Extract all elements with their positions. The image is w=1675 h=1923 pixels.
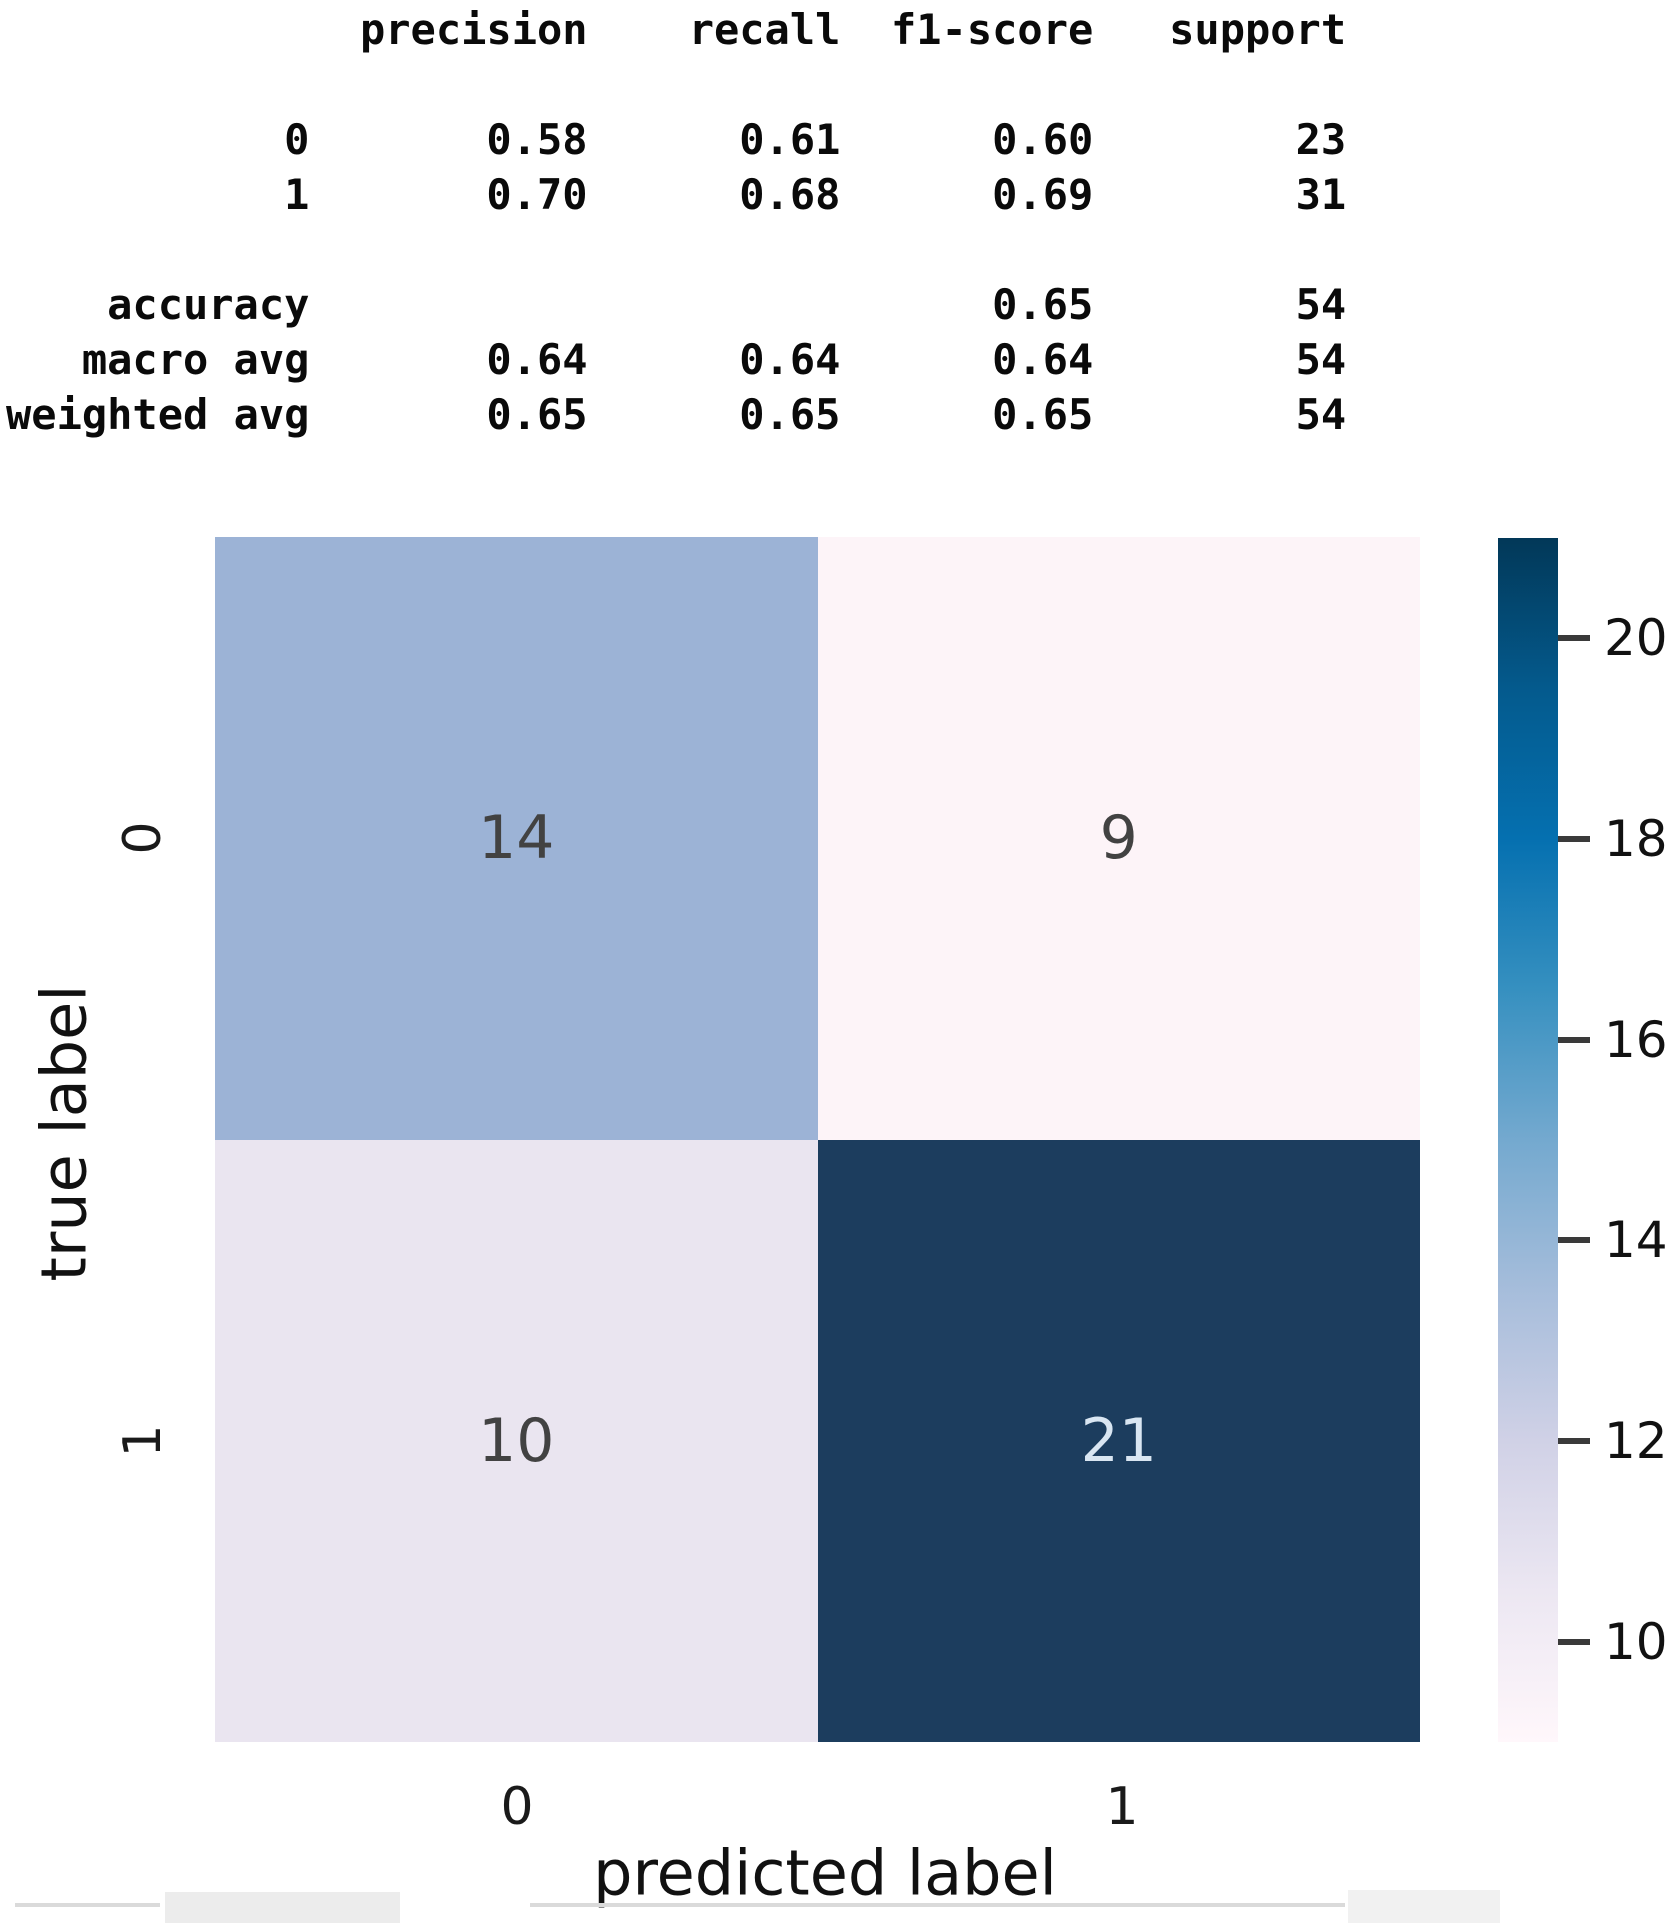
support-value: 54 [1295, 335, 1347, 384]
row-label: accuracy [107, 280, 310, 329]
bottom-edge-artifact [530, 1903, 1345, 1907]
recall-value: 0.64 [739, 335, 841, 384]
colorbar-tick-label: 10 [1604, 1613, 1668, 1671]
precision-value [309, 277, 587, 332]
colorbar-tick [1558, 1237, 1590, 1243]
report-row-class1: 1 0.70 0.68 0.69 31 [6, 167, 1346, 222]
y-axis-label: true label [27, 984, 101, 1282]
colorbar-tick-label: 18 [1604, 810, 1668, 868]
cell-value: 14 [478, 803, 555, 874]
f1-value: 0.65 [992, 390, 1094, 439]
recall-value: 0.61 [739, 115, 841, 164]
x-tick-0: 0 [500, 1777, 534, 1837]
report-col-precision: precision [359, 5, 588, 54]
f1-value: 0.69 [992, 170, 1094, 219]
row-label: 1 [284, 170, 310, 219]
f1-value: 0.64 [992, 335, 1094, 384]
row-label: 0 [284, 115, 310, 164]
y-tick-1: 1 [113, 1424, 173, 1458]
colorbar-tick-label: 20 [1604, 609, 1668, 667]
precision-value: 0.70 [486, 170, 588, 219]
report-blank-line [6, 222, 1346, 277]
colorbar [1498, 538, 1558, 1742]
bottom-edge-artifact [15, 1903, 160, 1907]
recall-value: 0.68 [739, 170, 841, 219]
report-row-accuracy: accuracy 0.65 54 [6, 277, 1346, 332]
precision-value: 0.64 [486, 335, 588, 384]
support-value: 54 [1295, 280, 1347, 329]
cell-value: 10 [478, 1405, 555, 1476]
bottom-edge-artifact [165, 1892, 400, 1923]
precision-value: 0.58 [486, 115, 588, 164]
bottom-edge-artifact [1348, 1890, 1500, 1923]
precision-value: 0.65 [486, 390, 588, 439]
support-value: 31 [1295, 170, 1347, 219]
cell-value: 21 [1080, 1405, 1157, 1476]
report-row-class0: 0 0.58 0.61 0.60 23 [6, 112, 1346, 167]
report-header-row: precision recall f1-score support [6, 2, 1346, 57]
colorbar-tick [1558, 1639, 1590, 1645]
report-header-spacer [6, 2, 309, 57]
f1-value: 0.60 [992, 115, 1094, 164]
colorbar-tick-label: 12 [1604, 1412, 1668, 1470]
report-col-recall: recall [688, 5, 841, 54]
colorbar-tick [1558, 635, 1590, 641]
report-blank-line [6, 57, 1346, 112]
heatmap-grid: 14 9 10 21 [215, 537, 1420, 1742]
colorbar-tick [1558, 836, 1590, 842]
cell-true1-pred1: 21 [817, 1139, 1420, 1742]
colorbar-tick-label: 14 [1604, 1211, 1668, 1269]
report-col-support: support [1169, 5, 1347, 54]
recall-value [588, 277, 841, 332]
recall-value: 0.65 [739, 390, 841, 439]
cell-true0-pred1: 9 [817, 537, 1420, 1140]
y-tick-0: 0 [113, 821, 173, 855]
support-value: 54 [1295, 390, 1347, 439]
cell-true1-pred0: 10 [215, 1139, 818, 1742]
classification-report: precision recall f1-score support 0 0.58… [6, 2, 1346, 442]
report-col-f1-score: f1-score [890, 5, 1094, 54]
row-label: weighted avg [6, 390, 310, 439]
row-label: macro avg [81, 335, 310, 384]
cell-true0-pred0: 14 [215, 537, 818, 1140]
report-row-weighted-avg: weighted avg 0.65 0.65 0.65 54 [6, 387, 1346, 442]
report-row-macro-avg: macro avg 0.64 0.64 0.64 54 [6, 332, 1346, 387]
colorbar-tick-label: 16 [1604, 1011, 1668, 1069]
support-value: 23 [1295, 115, 1347, 164]
x-tick-1: 1 [1105, 1777, 1139, 1837]
cell-value: 9 [1099, 803, 1138, 874]
f1-value: 0.65 [992, 280, 1094, 329]
colorbar-tick [1558, 1037, 1590, 1043]
x-axis-label: predicted label [593, 1836, 1057, 1910]
colorbar-tick [1558, 1438, 1590, 1444]
